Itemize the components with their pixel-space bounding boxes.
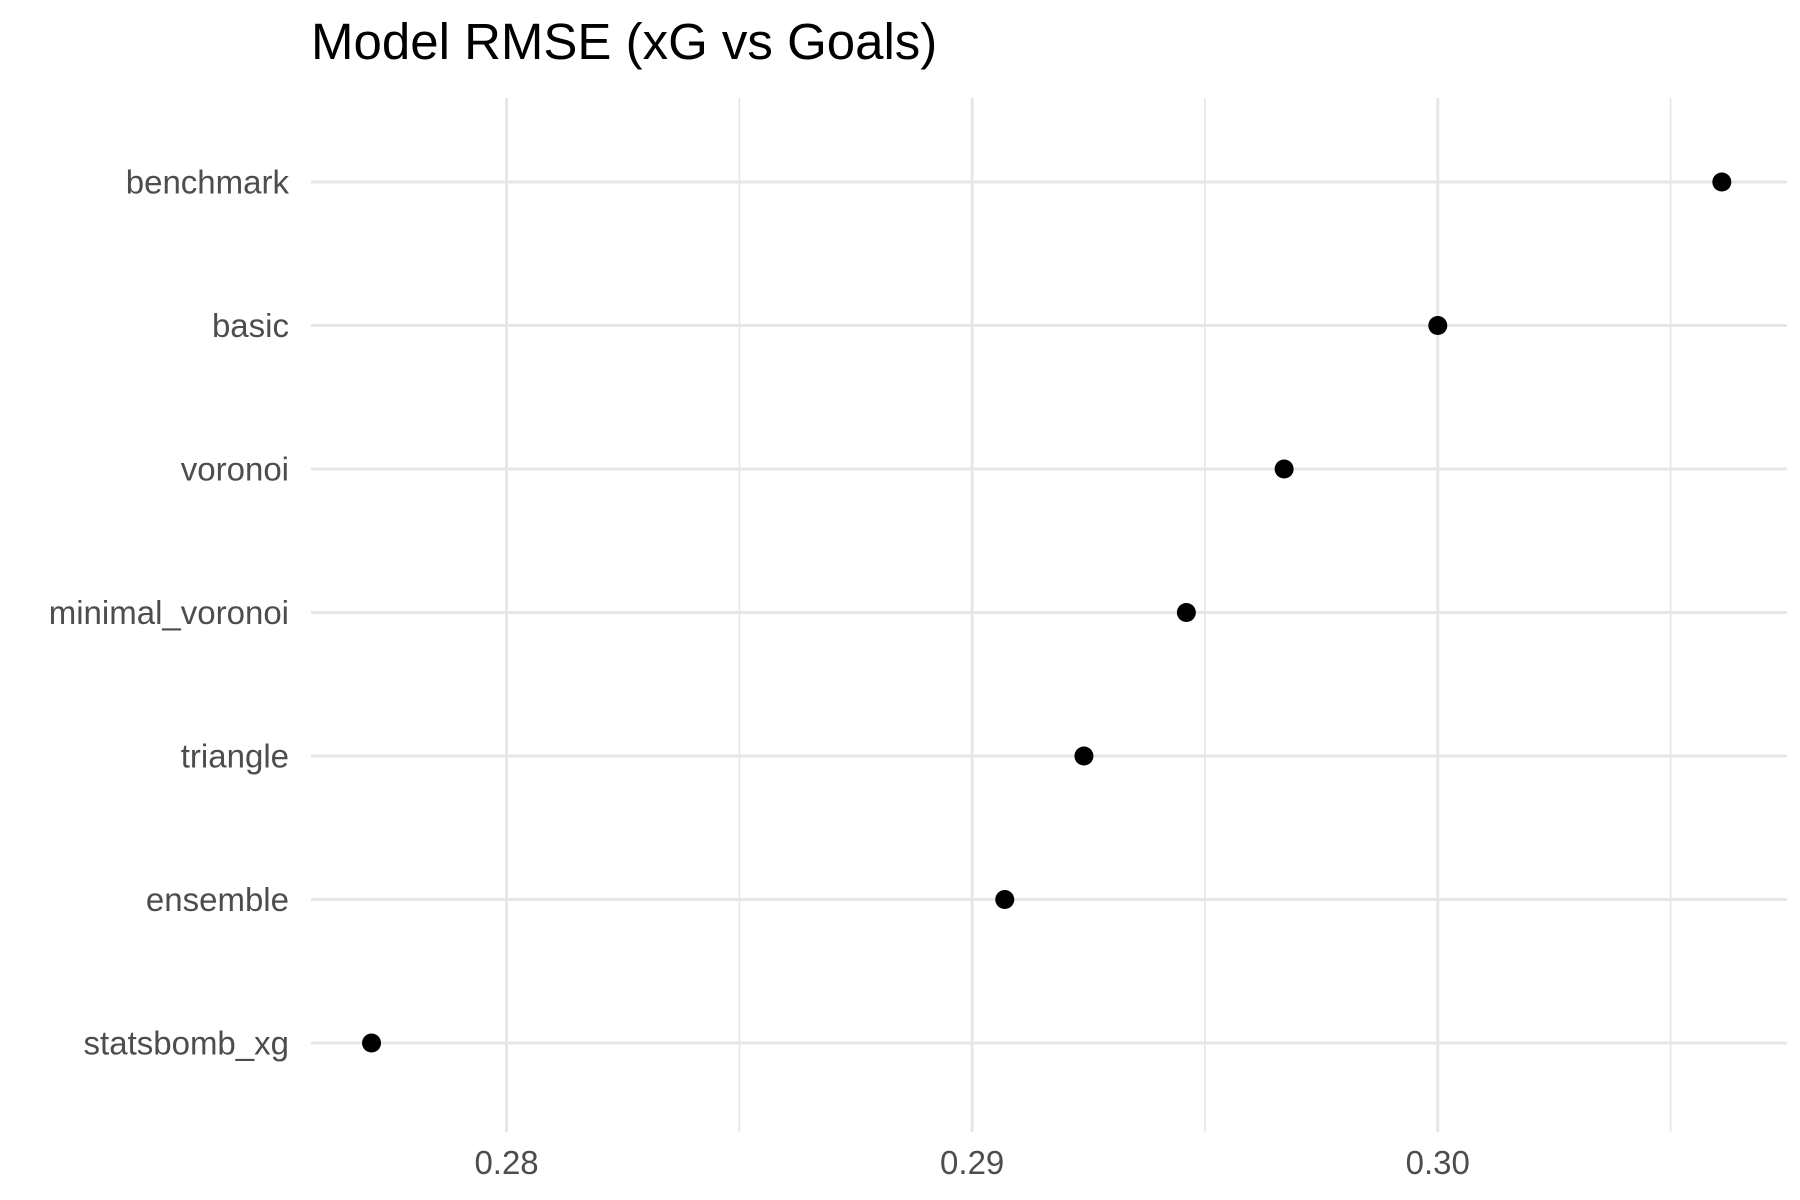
point-minimal_voronoi	[1176, 603, 1196, 622]
y-axis-tick-labels: benchmark basic voronoi minimal_voronoitria…	[49, 164, 290, 1062]
x-tick-label: 0.30	[1406, 1144, 1470, 1181]
x-tick-label: 0.28	[474, 1144, 538, 1181]
y-tick-label: basic	[212, 307, 289, 344]
major-x-gridlines	[505, 98, 1440, 1132]
x-tick-label: 0.29	[940, 1144, 1004, 1181]
y-tick-label: voronoi	[181, 451, 289, 488]
point-benchmark	[1712, 172, 1732, 192]
point-ensemble	[995, 890, 1015, 909]
y-tick-label: ensemble	[146, 881, 289, 918]
chart-title: Model RMSE (xG vs Goals)	[311, 13, 938, 70]
data-points	[362, 172, 1732, 1053]
point-statsbomb_xg	[362, 1033, 382, 1053]
y-tick-label: benchmark	[126, 164, 290, 201]
major-y-gridlines	[311, 180, 1787, 1045]
y-tick-label: statsbomb_xg	[84, 1025, 289, 1062]
point-triangle	[1074, 746, 1094, 766]
point-basic	[1428, 316, 1448, 335]
point-voronoi	[1274, 459, 1294, 479]
minor-gridlines	[738, 98, 1672, 1132]
y-tick-label: minimal_voronoi	[49, 594, 289, 631]
x-axis-tick-labels: 0.28 0.29 0.30	[474, 1144, 1469, 1181]
y-tick-label: triangle	[181, 738, 289, 775]
